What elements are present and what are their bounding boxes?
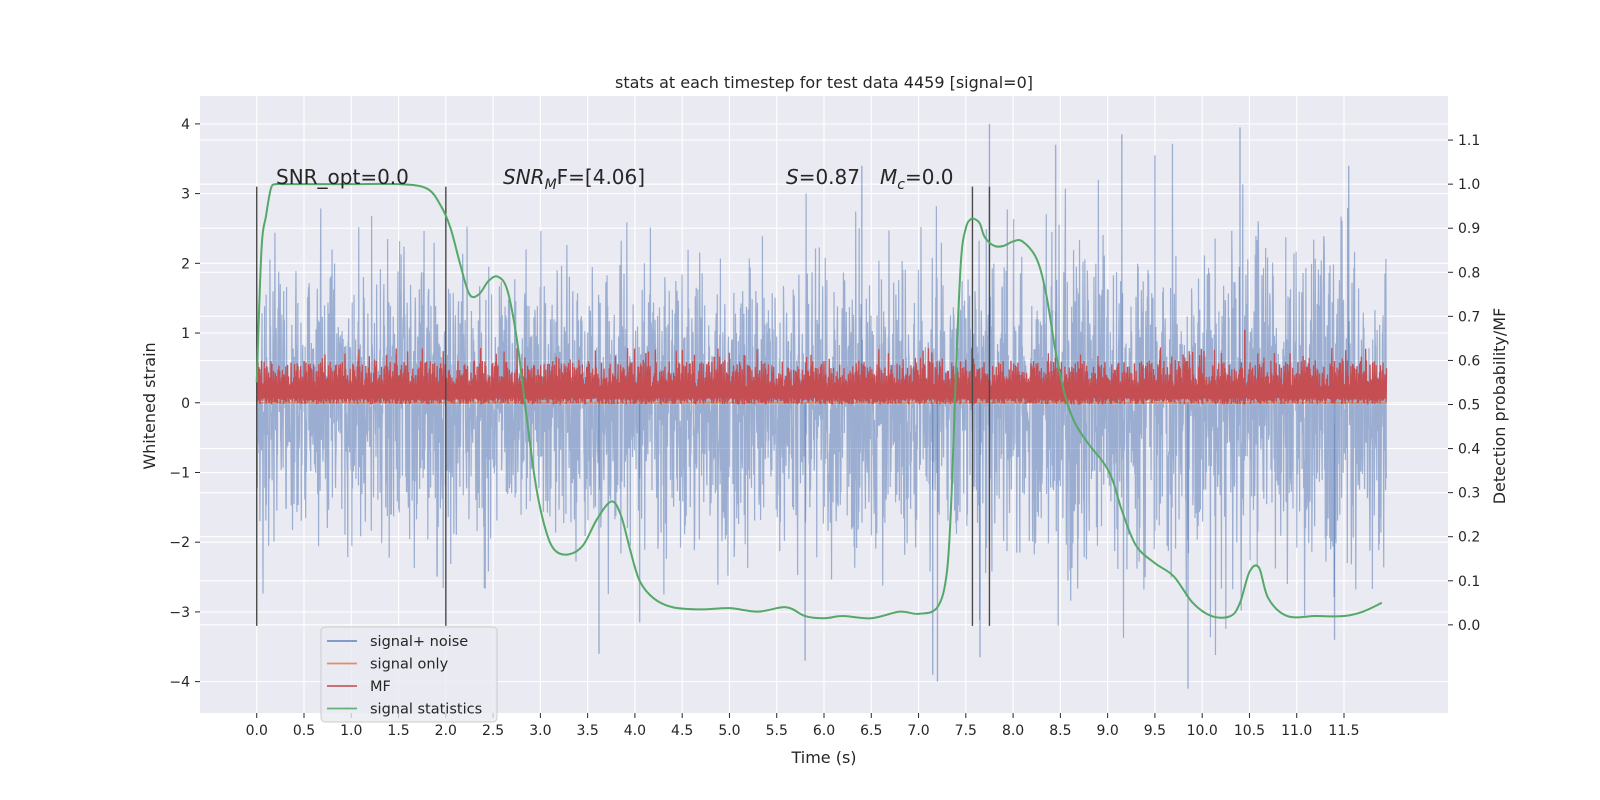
x-axis-title: Time (s) — [790, 748, 856, 767]
x-tick-label: 4.0 — [624, 723, 646, 739]
s-annotation: S=0.87 — [786, 165, 860, 189]
y2-tick-label: 0.6 — [1458, 353, 1480, 369]
legend-label: signal+ noise — [370, 634, 468, 650]
series-signal-statistics — [255, 182, 1383, 620]
y2-tick-label: 0.1 — [1458, 574, 1480, 590]
x-tick-label: 10.0 — [1187, 723, 1218, 739]
x-tick-label: 11.5 — [1328, 723, 1359, 739]
x-tick-label: 9.0 — [1097, 723, 1119, 739]
x-tick-label: 2.5 — [482, 723, 504, 739]
y-tick-label: 0 — [181, 396, 190, 412]
x-axis-ticks: 0.0 0.5 1.0 1.5 2.0 2.5 3.0 3.5 4.0 4.5 5.0 5.5 6.0 6… — [246, 713, 1360, 739]
chart-title: stats at each timestep for test data 445… — [615, 73, 1033, 92]
y2-tick-label: 0.7 — [1458, 309, 1480, 325]
y2-tick-label: 1.1 — [1458, 133, 1480, 149]
x-tick-label: 2.0 — [435, 723, 457, 739]
x-tick-label: 4.5 — [671, 723, 693, 739]
snr-mf-main: SNR — [503, 165, 545, 189]
x-tick-label: 7.5 — [955, 723, 977, 739]
y2-tick-label: 0.0 — [1458, 618, 1480, 634]
legend-label: MF — [370, 679, 391, 695]
y-tick-label: 4 — [181, 117, 190, 133]
y-tick-label: 1 — [181, 326, 190, 342]
legend: signal+ noise signal only MF signal statist… — [320, 626, 498, 723]
y-tick-label: 2 — [181, 256, 190, 272]
legend-label: signal statistics — [370, 702, 482, 718]
x-tick-label: 11.0 — [1281, 723, 1312, 739]
marker-lines — [256, 186, 991, 626]
x-tick-label: 10.5 — [1234, 723, 1265, 739]
y-axis-title: Whitened strain — [140, 342, 159, 469]
x-tick-label: 9.5 — [1144, 723, 1166, 739]
s-rest: =0.87 — [799, 165, 860, 189]
x-tick-label: 6.5 — [860, 723, 882, 739]
snr-mf-rest: F=[4.06] — [557, 165, 645, 189]
y2-tick-label: 0.8 — [1458, 265, 1480, 281]
mc-rest: =0.0 — [905, 165, 954, 189]
x-tick-label: 3.0 — [529, 723, 551, 739]
snr-mf-annotation: SNRMF=[4.06] — [503, 165, 645, 193]
y-tick-label: −4 — [169, 675, 190, 691]
mf-trace — [256, 329, 1388, 405]
x-tick-label: 6.0 — [813, 723, 835, 739]
snr-opt-annotation: SNR_opt=0.0 — [276, 165, 409, 189]
x-tick-label: 5.0 — [718, 723, 740, 739]
y-tick-label: −1 — [169, 465, 190, 481]
s-main: S — [786, 165, 799, 189]
x-tick-label: 1.5 — [387, 723, 409, 739]
y2-tick-label: 0.5 — [1458, 398, 1480, 414]
snr-mf-sub: M — [545, 177, 557, 193]
y-tick-label: −3 — [169, 605, 190, 621]
y2-tick-label: 0.2 — [1458, 530, 1480, 546]
legend-label: signal only — [370, 657, 449, 673]
signal-statistics-line — [255, 182, 1383, 620]
x-tick-label: 0.0 — [246, 723, 268, 739]
x-tick-label: 5.5 — [766, 723, 788, 739]
mc-sub: c — [897, 177, 905, 193]
y-axis-ticks: −4 −3 −2 −1 0 1 2 3 4 — [169, 117, 200, 691]
y-tick-label: −2 — [169, 535, 190, 551]
y2-axis-ticks: 0.0 0.1 0.2 0.3 0.4 0.5 0.6 0.7 0.8 0.9 1.0 1.1 — [1448, 133, 1480, 634]
x-tick-label: 3.5 — [577, 723, 599, 739]
y2-tick-label: 0.3 — [1458, 486, 1480, 502]
annotations: SNR_opt=0.0 SNRMF=[4.06] S=0.87 Mc=0.0 — [276, 165, 954, 193]
series-mf — [256, 329, 1388, 405]
y-tick-label: 3 — [181, 187, 190, 203]
x-tick-label: 1.0 — [340, 723, 362, 739]
x-tick-label: 7.0 — [907, 723, 929, 739]
y2-tick-label: 0.9 — [1458, 221, 1480, 237]
x-tick-label: 8.0 — [1002, 723, 1024, 739]
x-tick-label: 0.5 — [293, 723, 315, 739]
y2-axis-title: Detection probability/MF — [1490, 308, 1509, 505]
legend-box — [320, 626, 498, 723]
mc-main: M — [880, 165, 897, 189]
y2-tick-label: 0.4 — [1458, 442, 1480, 458]
mc-annotation: Mc=0.0 — [880, 165, 954, 193]
x-tick-label: 8.5 — [1049, 723, 1071, 739]
y2-tick-label: 1.0 — [1458, 177, 1480, 193]
